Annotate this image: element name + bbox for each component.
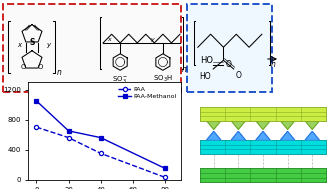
Polygon shape — [207, 121, 221, 129]
Polygon shape — [231, 131, 245, 140]
Text: HO: HO — [200, 56, 213, 65]
Text: x: x — [18, 42, 22, 48]
Line: PAA-Methanol: PAA-Methanol — [35, 99, 167, 170]
Legend: PAA, PAA-Methanol: PAA, PAA-Methanol — [117, 85, 178, 101]
PAA — [67, 136, 71, 139]
Polygon shape — [305, 121, 319, 129]
Text: n: n — [57, 68, 62, 77]
Text: O: O — [226, 60, 232, 69]
Text: O: O — [236, 71, 241, 80]
Text: SO$_3$H: SO$_3$H — [153, 74, 173, 84]
Text: HO: HO — [199, 72, 211, 81]
PAA-Methanol — [35, 100, 39, 102]
PAA-Methanol — [163, 167, 167, 170]
Polygon shape — [281, 131, 295, 140]
Text: x: x — [107, 37, 111, 42]
Bar — [200, 168, 326, 182]
Text: n: n — [182, 65, 187, 74]
Polygon shape — [207, 131, 221, 140]
Text: O: O — [21, 64, 26, 70]
Polygon shape — [305, 131, 319, 140]
Text: y: y — [46, 42, 51, 48]
Text: O: O — [38, 64, 43, 70]
Text: S: S — [29, 38, 35, 47]
Bar — [3, 4, 181, 92]
Text: SO$_3^-$: SO$_3^-$ — [112, 74, 128, 85]
PAA-Methanol — [67, 130, 71, 132]
PAA — [35, 126, 39, 128]
Line: PAA: PAA — [35, 125, 167, 179]
Bar — [200, 140, 326, 154]
Bar — [187, 4, 272, 92]
Text: n: n — [270, 60, 275, 69]
PAA — [163, 176, 167, 178]
Text: y: y — [150, 37, 154, 42]
Bar — [200, 107, 326, 121]
Polygon shape — [281, 121, 295, 129]
PAA-Methanol — [99, 136, 103, 139]
Polygon shape — [256, 121, 270, 129]
Polygon shape — [231, 121, 245, 129]
Polygon shape — [256, 131, 270, 140]
PAA — [99, 152, 103, 154]
